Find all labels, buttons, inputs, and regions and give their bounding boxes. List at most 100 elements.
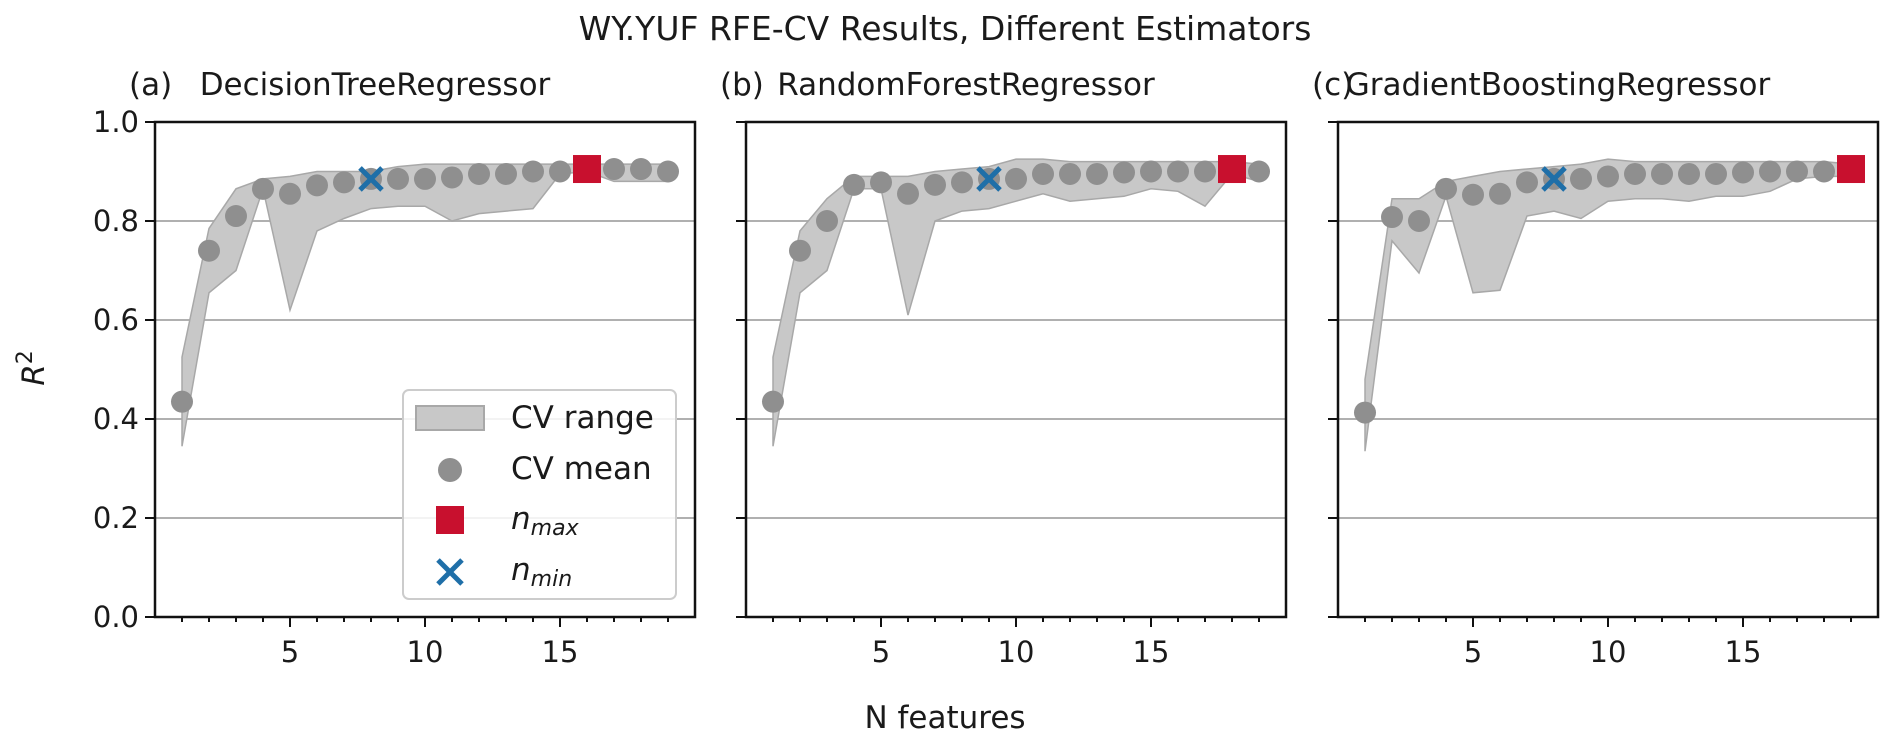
y-tick-label: 1.0 <box>93 105 139 139</box>
n-max-marker <box>573 155 601 184</box>
n-max-marker <box>1218 155 1246 184</box>
legend-range-swatch <box>415 405 485 431</box>
legend-mean-marker <box>438 458 462 482</box>
cv-mean-point <box>1005 167 1027 190</box>
cv-mean-point <box>1032 162 1054 185</box>
n-min-marker <box>1541 166 1567 192</box>
figure-title: WY.YUF RFE-CV Results, Different Estimat… <box>579 9 1312 48</box>
cv-mean-point <box>1489 182 1511 205</box>
cv-mean-point <box>225 205 247 228</box>
x-tick-label: 15 <box>542 635 579 669</box>
x-tick-label: 10 <box>407 635 444 669</box>
x-tick-label: 10 <box>1590 635 1627 669</box>
n-max-marker <box>1837 155 1865 184</box>
panel-title: RandomForestRegressor <box>777 67 1155 103</box>
cv-mean-point <box>1113 161 1135 184</box>
cv-mean-point <box>789 239 811 262</box>
n-min-marker-stroke-b <box>358 166 384 192</box>
cv-mean-point <box>1516 171 1538 194</box>
panel-1: 5 10 15 0.0 0.2 0.4 0.6 0.8 1.0(a) DecisionTreeRe… <box>93 67 697 669</box>
cv-mean-point <box>1248 160 1270 183</box>
cv-mean-point <box>1408 210 1430 232</box>
cv-range-band <box>772 158 1260 447</box>
cv-mean-point <box>1354 401 1376 424</box>
cv-mean-point <box>1678 162 1700 185</box>
panel-3: 5 10 15 (c)GradientBoostingRegressor <box>1312 67 1880 669</box>
cv-mean-point <box>414 167 436 190</box>
cv-range-band <box>1364 158 1852 452</box>
x-axis-label: N features <box>864 700 1025 736</box>
panels: 5 10 15 0.0 0.2 0.4 0.6 0.8 1.0(a) DecisionTreeRe… <box>93 67 1880 669</box>
legend-mean-label: CV mean <box>511 451 652 487</box>
cv-mean-point <box>1786 160 1808 183</box>
panel-title: GradientBoostingRegressor <box>1346 67 1771 103</box>
y-tick-label: 0.8 <box>93 204 139 238</box>
cv-mean-point <box>870 171 892 194</box>
y-tick-label: 0.4 <box>93 402 139 436</box>
y-axis-label-sup: 2 <box>13 350 38 364</box>
cv-mean-point <box>441 166 463 189</box>
cv-mean-point <box>1813 160 1835 183</box>
legend-frame <box>402 389 677 600</box>
panel-tag: (a) <box>129 67 172 103</box>
svg-text:R2: R2 <box>13 350 52 386</box>
cv-mean-point <box>468 162 490 185</box>
y-axis-label-main: R <box>16 364 52 386</box>
n-min-marker <box>976 166 1002 192</box>
cv-mean-point <box>171 390 193 413</box>
y-axis-label: R2 <box>13 350 52 386</box>
panel-tag: (b) <box>720 67 764 103</box>
legend-nmax-marker <box>436 506 464 534</box>
cv-mean-point <box>495 162 517 185</box>
cv-mean-point <box>1167 160 1189 183</box>
cv-mean-point <box>549 160 571 183</box>
cv-mean-point <box>816 210 838 232</box>
cv-mean-point <box>1140 160 1162 183</box>
y-tick-label: 0.2 <box>93 501 139 535</box>
legend-nmin-label: nmin <box>511 552 572 592</box>
cv-mean-point <box>1759 160 1781 183</box>
cv-mean-point <box>333 171 355 194</box>
panel-tag: (c) <box>1312 67 1353 103</box>
x-tick-label: 15 <box>1133 635 1170 669</box>
cv-mean-point <box>630 158 652 181</box>
y-tick-label: 0.0 <box>93 600 139 634</box>
cv-mean-point <box>1624 162 1646 185</box>
legend-nmin-x <box>436 558 464 586</box>
y-tick-label: 0.6 <box>93 303 139 337</box>
cv-mean-point <box>762 390 784 413</box>
cv-mean-point <box>279 182 301 205</box>
cv-mean-point <box>603 158 625 181</box>
panel-title: DecisionTreeRegressor <box>200 67 551 103</box>
x-tick-label: 15 <box>1725 635 1762 669</box>
n-min-marker-stroke-b <box>1541 166 1567 192</box>
legend-nmin-x-stroke-b <box>436 558 464 586</box>
n-min-marker <box>358 166 384 192</box>
panel-2: 5 10 15 (b) RandomForestRegressor <box>720 67 1288 669</box>
cv-mean-point <box>1597 165 1619 188</box>
cv-mean-point <box>657 160 679 183</box>
cv-mean-point <box>951 171 973 194</box>
cv-mean-point <box>1381 206 1403 229</box>
svg-text:N features: N features <box>864 700 1025 736</box>
cv-mean-point <box>1462 183 1484 206</box>
cv-mean-point <box>198 239 220 262</box>
cv-mean-point <box>522 160 544 183</box>
legend: CV range CV mean nmax nmin <box>402 389 677 600</box>
cv-mean-point <box>1705 162 1727 185</box>
cv-mean-point <box>1732 161 1754 184</box>
cv-mean-point <box>306 174 328 197</box>
cv-mean-point <box>1086 162 1108 185</box>
x-tick-label: 5 <box>872 635 890 669</box>
x-tick-label: 5 <box>281 635 299 669</box>
cv-mean-point <box>897 182 919 205</box>
legend-range-label: CV range <box>511 400 654 436</box>
legend-nmax-label: nmax <box>511 501 580 541</box>
cv-mean-point <box>387 167 409 190</box>
cv-mean-point <box>1651 162 1673 185</box>
legend-nmin-marker <box>436 558 464 586</box>
cv-mean-point <box>924 173 946 196</box>
x-tick-label: 10 <box>998 635 1035 669</box>
